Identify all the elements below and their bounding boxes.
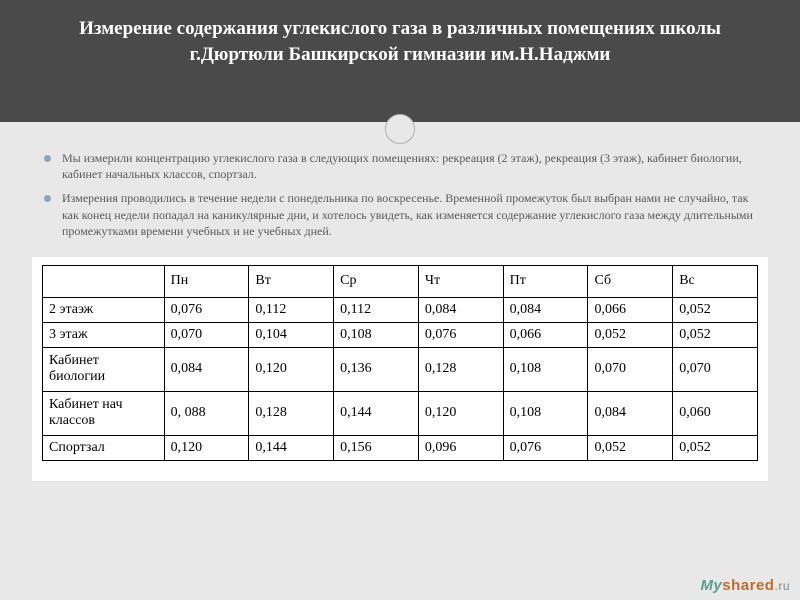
table-cell: 0,144	[249, 435, 334, 460]
table-cell: 2 этаэж	[43, 297, 165, 322]
table-cell: 0,120	[164, 435, 249, 460]
divider-circle-icon	[385, 114, 415, 144]
table-cell: 0,076	[418, 322, 503, 347]
table-cell: 0,112	[334, 297, 419, 322]
bullet-item: Измерения проводились в течение недели с…	[40, 190, 760, 239]
table-container: Пн Вт Ср Чт Пт Сб Вс 2 этаэж 0,076 0,112…	[32, 257, 768, 481]
table-cell: 0,084	[418, 297, 503, 322]
table-cell: 0,076	[164, 297, 249, 322]
table-cell: 0,104	[249, 322, 334, 347]
table-cell: 0,128	[418, 347, 503, 391]
table-cell: 0,070	[588, 347, 673, 391]
watermark-part: .ru	[774, 579, 790, 593]
table-cell: 0,084	[588, 391, 673, 435]
table-header-cell: Сб	[588, 265, 673, 297]
header-bar: Измерение содержания углекислого газа в …	[0, 0, 800, 122]
table-cell: 0,066	[503, 322, 588, 347]
table-cell: 0,084	[164, 347, 249, 391]
table-row: Кабинет биологии 0,084 0,120 0,136 0,128…	[43, 347, 758, 391]
table-cell: 0,076	[503, 435, 588, 460]
table-cell: 0, 088	[164, 391, 249, 435]
table-cell: 0,120	[418, 391, 503, 435]
table-cell: 0,096	[418, 435, 503, 460]
table-cell: 0,070	[164, 322, 249, 347]
table-header-cell: Пн	[164, 265, 249, 297]
table-cell: 0,156	[334, 435, 419, 460]
bullet-list: Мы измерили концентрацию углекислого газ…	[40, 150, 760, 239]
table-cell: 0,108	[334, 322, 419, 347]
table-header-cell: Пт	[503, 265, 588, 297]
data-table: Пн Вт Ср Чт Пт Сб Вс 2 этаэж 0,076 0,112…	[42, 265, 758, 461]
table-cell: Кабинет нач классов	[43, 391, 165, 435]
table-cell: 0,060	[673, 391, 758, 435]
table-cell: 0,136	[334, 347, 419, 391]
table-header-cell: Ср	[334, 265, 419, 297]
table-cell: 0,120	[249, 347, 334, 391]
body-area: Мы измерили концентрацию углекислого газ…	[0, 122, 800, 491]
table-cell: 0,052	[588, 435, 673, 460]
table-row: 2 этаэж 0,076 0,112 0,112 0,084 0,084 0,…	[43, 297, 758, 322]
table-cell: 0,066	[588, 297, 673, 322]
table-header-cell: Чт	[418, 265, 503, 297]
slide: Измерение содержания углекислого газа в …	[0, 0, 800, 600]
watermark-part: shared	[722, 577, 774, 594]
table-cell: 0,128	[249, 391, 334, 435]
watermark: Myshared.ru	[700, 577, 790, 594]
table-header-row: Пн Вт Ср Чт Пт Сб Вс	[43, 265, 758, 297]
table-cell: 0,052	[673, 297, 758, 322]
table-header-cell	[43, 265, 165, 297]
table-cell: 0,070	[673, 347, 758, 391]
table-cell: Спортзал	[43, 435, 165, 460]
table-cell: 0,052	[673, 322, 758, 347]
table-header-cell: Вс	[673, 265, 758, 297]
watermark-part: My	[700, 577, 722, 594]
table-cell: 0,108	[503, 391, 588, 435]
slide-title: Измерение содержания углекислого газа в …	[40, 16, 760, 67]
table-row: 3 этаж 0,070 0,104 0,108 0,076 0,066 0,0…	[43, 322, 758, 347]
table-cell: Кабинет биологии	[43, 347, 165, 391]
table-cell: 0,108	[503, 347, 588, 391]
table-header-cell: Вт	[249, 265, 334, 297]
table-cell: 0,052	[673, 435, 758, 460]
table-cell: 3 этаж	[43, 322, 165, 347]
table-row: Кабинет нач классов 0, 088 0,128 0,144 0…	[43, 391, 758, 435]
table-cell: 0,084	[503, 297, 588, 322]
table-cell: 0,144	[334, 391, 419, 435]
table-cell: 0,052	[588, 322, 673, 347]
table-cell: 0,112	[249, 297, 334, 322]
bullet-item: Мы измерили концентрацию углекислого газ…	[40, 150, 760, 182]
table-row: Спортзал 0,120 0,144 0,156 0,096 0,076 0…	[43, 435, 758, 460]
